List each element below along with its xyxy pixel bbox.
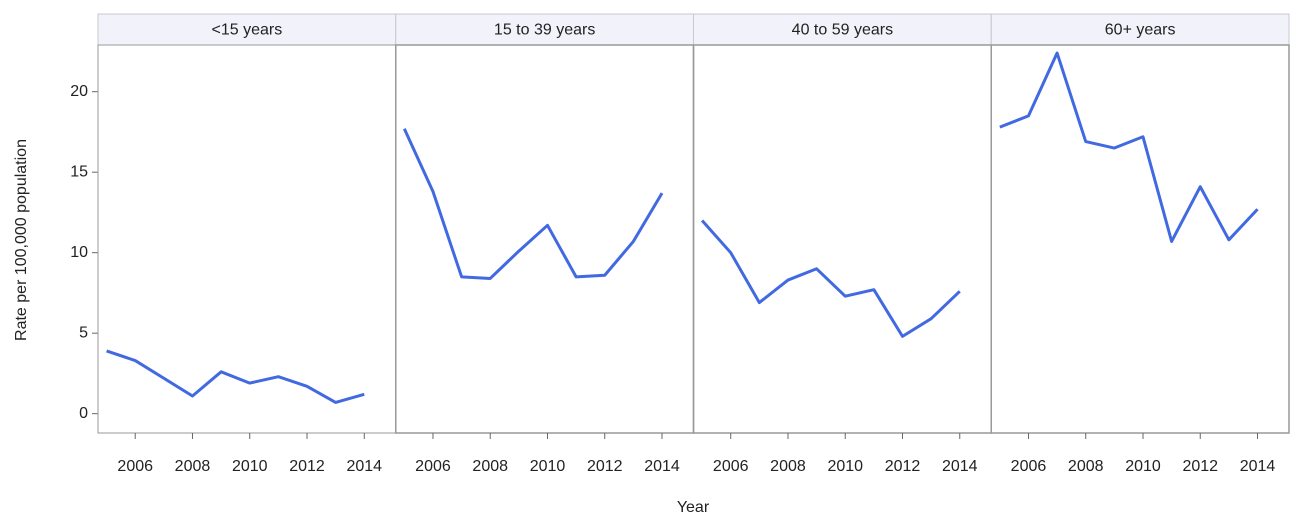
- x-tick-label: 2010: [232, 458, 268, 475]
- x-tick-label: 2008: [1068, 458, 1104, 475]
- panel-frame: [395, 44, 695, 434]
- panel-header: [990, 13, 1290, 46]
- line: [999, 51, 1259, 243]
- y-axis-label: Rate per 100,000 population: [13, 139, 30, 341]
- x-tick-label: 2014: [644, 458, 680, 475]
- panel-frame: [97, 44, 397, 434]
- x-tick-label: 2008: [175, 458, 211, 475]
- x-tick-label: 2010: [1125, 458, 1161, 475]
- panel-title: 60+ years: [1105, 22, 1176, 39]
- x-tick-label: 2006: [1011, 458, 1047, 475]
- x-tick-label: 2012: [289, 458, 325, 475]
- x-tick-label: 2012: [885, 458, 921, 475]
- panel-header: [693, 13, 992, 46]
- panel-header: [97, 13, 397, 46]
- x-tick-label: 2006: [415, 458, 451, 475]
- x-tick-label: 2014: [1240, 458, 1276, 475]
- x-tick-label: 2014: [346, 458, 382, 475]
- y-tick-label: 15: [70, 163, 88, 180]
- x-axis-label: Year: [677, 499, 710, 516]
- x-tick-label: 2010: [530, 458, 566, 475]
- x-tick-label: 2014: [942, 458, 978, 475]
- x-tick-label: 2010: [827, 458, 863, 475]
- panel-title: 40 to 59 years: [792, 22, 893, 39]
- panel-frame: [990, 44, 1290, 434]
- line: [402, 128, 664, 280]
- x-tick-label: 2012: [1182, 458, 1218, 475]
- y-tick-label: 5: [79, 324, 88, 341]
- y-tick-label: 20: [70, 83, 88, 100]
- panel-frame: [692, 44, 992, 434]
- x-tick-label: 2008: [472, 458, 508, 475]
- x-tick-label: 2012: [587, 458, 623, 475]
- line: [700, 219, 961, 338]
- panel-title: 15 to 39 years: [494, 22, 595, 39]
- y-tick-label: 10: [70, 244, 88, 261]
- y-tick-label: 0: [79, 405, 88, 422]
- x-tick-label: 2008: [770, 458, 806, 475]
- x-tick-label: 2006: [117, 458, 153, 475]
- x-tick-label: 2006: [713, 458, 749, 475]
- panel-title: <15 years: [212, 22, 283, 39]
- panel-header: [395, 13, 694, 46]
- line: [106, 349, 365, 404]
